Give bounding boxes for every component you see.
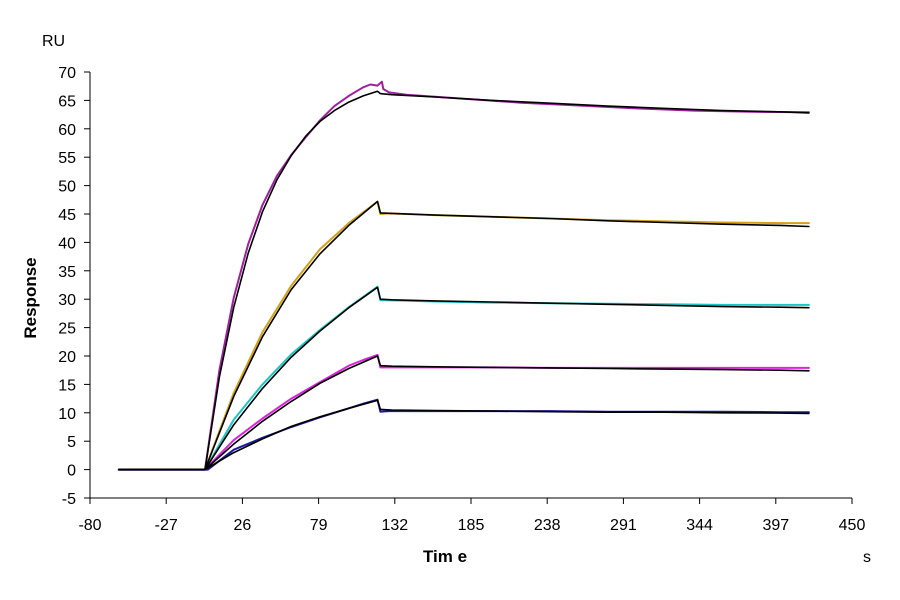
y-tick-label: 25 — [58, 321, 76, 338]
measured-curve-1 — [117, 200, 810, 471]
measured-curve-0 — [117, 80, 810, 471]
y-tick-label: -5 — [62, 491, 76, 508]
x-tick-label: 238 — [534, 517, 561, 534]
y-tick-label: 20 — [58, 349, 76, 366]
x-tick-label: 397 — [762, 517, 789, 534]
x-tick-label: 344 — [686, 517, 713, 534]
y-tick-label: 5 — [67, 434, 76, 451]
fit-curve-5 — [118, 90, 810, 471]
fit-curve-7 — [118, 286, 810, 471]
x-axis-ticks: -80 -27 26 79 132 185 238 291 344 397 450 — [78, 498, 865, 534]
y-tick-label: 0 — [67, 463, 76, 480]
x-tick-label: -27 — [155, 517, 178, 534]
y-tick-label: 15 — [58, 377, 76, 394]
y-tick-label: 65 — [58, 93, 76, 110]
series-layer — [117, 80, 810, 471]
y-tick-label: 50 — [58, 179, 76, 196]
y-tick-label: 35 — [58, 264, 76, 281]
y-tick-label: 60 — [58, 122, 76, 139]
x-tick-label: 26 — [234, 517, 252, 534]
fit-curve-8 — [118, 355, 810, 471]
x-tick-label: 291 — [610, 517, 637, 534]
y-axis-ticks: -5 0 5 10 15 20 25 30 35 40 45 50 55 60 65 70 — [58, 65, 90, 508]
y-axis-title: Response — [21, 257, 40, 338]
y-tick-label: 30 — [58, 292, 76, 309]
x-tick-label: 450 — [839, 517, 866, 534]
x-unit-label: s — [863, 549, 871, 566]
y-tick-label: 70 — [58, 65, 76, 82]
y-tick-label: 55 — [58, 150, 76, 167]
x-tick-label: 79 — [310, 517, 328, 534]
x-tick-label: 132 — [381, 517, 408, 534]
fit-curve-9 — [118, 399, 810, 471]
fit-curve-6 — [118, 200, 810, 471]
x-tick-label: 185 — [458, 517, 485, 534]
y-unit-label: RU — [42, 33, 65, 50]
y-tick-label: 45 — [58, 207, 76, 224]
x-axis-title: Tim e — [423, 547, 467, 566]
y-tick-label: 40 — [58, 235, 76, 252]
x-tick-label: -80 — [78, 517, 101, 534]
y-tick-label: 10 — [58, 406, 76, 423]
